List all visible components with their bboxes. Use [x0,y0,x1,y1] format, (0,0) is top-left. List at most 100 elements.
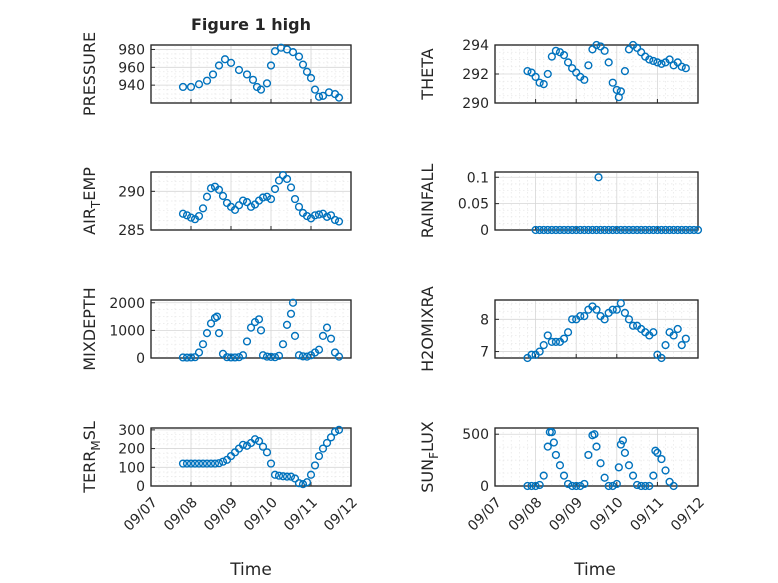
data-point [318,444,328,453]
x-tick-label: 09/10 [587,495,627,535]
data-point [314,451,324,461]
data-point [214,185,224,194]
data-point [580,225,589,235]
data-point [539,471,548,480]
axes-box [150,299,352,359]
panel-6: 7 8 H2OMIXRA [418,286,699,372]
x-axis-label-left: Time [229,560,272,580]
data-point [555,461,565,470]
data-point [527,481,536,491]
data-point [334,352,344,361]
y-axis-label-subscript: T [89,200,103,209]
data-point [234,353,244,362]
data-point [248,75,258,84]
data-point [246,323,256,332]
y-tick-label: 0.05 [458,197,489,213]
data-point [258,351,268,360]
data-point [645,225,654,235]
data-point [250,435,260,444]
data-point [523,66,532,76]
data-point [270,184,280,194]
data-point [637,48,646,57]
data-point [600,315,609,324]
data-point [294,351,304,360]
data-point [288,298,298,307]
data-point [230,353,240,362]
data-point [186,459,196,468]
data-point [246,202,256,211]
panel-7: 0 100 200 300 09/07 09/08 09/09 09/10 09/11 09/12… [80,421,361,534]
data-point [194,211,204,221]
data-point [535,78,544,87]
data-point [549,438,558,447]
data-point [572,481,581,491]
data-point [258,193,268,202]
data-point [178,353,188,362]
axes-frame [494,44,699,104]
data-point [202,76,212,85]
data-point [653,225,662,235]
data-point [330,215,340,225]
y-tick-label: 940 [118,78,145,94]
data-point [314,345,324,354]
data-point [310,211,320,220]
data-point [242,198,252,207]
data-point [641,481,650,491]
data-point [266,352,276,361]
data-point [194,348,204,357]
x-tick-label: 09/12 [668,495,708,535]
data-point [649,471,658,480]
data-point [302,478,312,487]
data-point [661,341,670,350]
data-point [657,454,666,464]
data-point [182,459,192,468]
y-tick-label: 100 [118,460,145,476]
y-tick-label: 8 [480,312,489,328]
x-tick-label: 09/08 [161,495,201,535]
x-tick-label: 09/07 [121,495,161,535]
data-point [563,328,573,337]
y-axis-label: RAINFALL [418,164,437,239]
data-point [531,72,540,82]
data-point [326,211,336,220]
y-tick-label: 285 [118,223,145,239]
y-axis-label: PRESSURE [80,32,99,116]
data-point [604,225,613,235]
data-point [334,217,344,226]
data-point [588,225,597,235]
data-point [547,225,556,235]
data-point [535,480,544,490]
data-point [618,436,627,445]
y-axis-label-part: LUX [418,421,437,452]
data-point [628,321,638,330]
data-point [620,308,630,317]
data-point [230,205,240,214]
x-tick-label: 09/09 [546,495,586,535]
data-point [186,213,196,222]
y-tick-label: 7 [480,345,489,361]
data-point [206,319,216,328]
data-point [288,48,298,57]
data-point [551,450,561,460]
data-point [210,313,220,323]
data-point [302,211,312,221]
data-point [527,68,536,77]
y-axis-label-subscript: F [427,452,441,459]
data-point [274,351,284,360]
y-axis-label-subscript: M [89,440,103,450]
data-point [677,341,686,350]
data-point [551,46,561,55]
data-point [661,466,670,475]
y-tick-label: 300 [118,423,145,439]
data-point [551,337,561,346]
data-point [612,305,621,314]
data-point [657,225,666,235]
data-point [608,225,617,235]
panel-1: 940 960 980 PRESSURE [80,32,352,116]
y-tick-label: 0 [480,479,489,495]
data-point [590,430,599,439]
data-point [194,80,204,89]
y-tick-label: 294 [462,38,489,54]
data-point [592,305,601,314]
